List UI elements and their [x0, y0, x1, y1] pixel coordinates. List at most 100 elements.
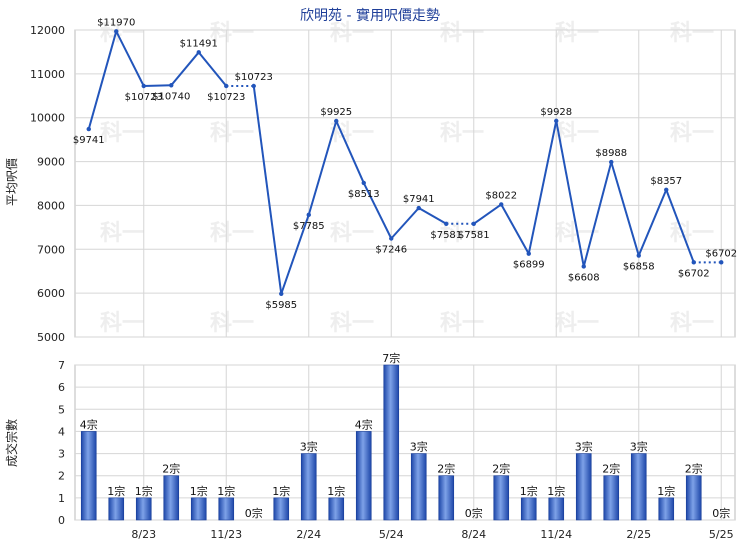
line-data-label: $10723 — [235, 72, 273, 83]
bar-data-label: 2宗 — [685, 462, 703, 476]
bar — [575, 453, 592, 521]
watermark: 科一 — [210, 311, 254, 336]
line-ytick-label: 7000 — [37, 243, 65, 256]
line-data-label: $7581 — [430, 230, 462, 241]
bar-ytick-label: 0 — [58, 514, 65, 527]
bar-data-label: 1宗 — [657, 484, 675, 498]
bar — [410, 453, 427, 521]
line-point — [306, 212, 311, 218]
line-segment — [637, 189, 668, 256]
line-segment — [473, 203, 502, 225]
bar — [630, 453, 647, 521]
line-segment — [527, 120, 558, 254]
bar — [438, 475, 455, 521]
watermark: 科一 — [330, 221, 374, 246]
label-layer: 4宗 1宗 1宗 2宗 1宗 1宗 0宗 1宗 3宗 1宗 4宗 7宗 3宗 2宗 0宗 2宗 1宗 1宗 3宗 2宗… — [73, 17, 737, 520]
line-ytick-label: 9000 — [37, 156, 65, 169]
line-data-label: $7785 — [293, 221, 325, 232]
line-segment — [252, 85, 283, 294]
bar-ytick-label: 4 — [58, 425, 65, 438]
bar-data-label: 4宗 — [80, 417, 98, 431]
watermark: 科一 — [555, 21, 599, 46]
line-data-label: $10740 — [152, 91, 190, 102]
watermark: 科一 — [210, 21, 254, 46]
bar-data-label: 3宗 — [575, 440, 593, 454]
line-point — [196, 50, 201, 55]
line-segment — [307, 120, 338, 216]
line-data-label: $7246 — [375, 244, 407, 255]
line-segment — [418, 207, 447, 225]
bar-data-label: 1宗 — [217, 484, 235, 498]
line-segment — [197, 51, 228, 87]
line-point — [416, 205, 421, 211]
bar — [603, 475, 620, 521]
bar-chart-ylabel: 成交宗數 — [4, 419, 19, 467]
line-segment — [115, 30, 145, 87]
line-point — [361, 180, 366, 186]
bar-ytick-label: 1 — [58, 492, 65, 505]
watermark: 科一 — [555, 311, 599, 336]
line-data-label: $8988 — [595, 148, 627, 159]
xtick-label: 11/24 — [540, 528, 572, 541]
line-point — [444, 221, 449, 227]
bar — [108, 497, 125, 521]
bar — [273, 497, 290, 521]
line-point — [609, 159, 614, 165]
xtick-label: 11/23 — [210, 528, 242, 541]
line-ytick-label: 5000 — [37, 331, 65, 344]
xtick-label: 2/25 — [626, 528, 651, 541]
bar-layer — [80, 364, 702, 521]
bar-data-label: 1宗 — [107, 484, 125, 498]
line-point — [86, 126, 91, 132]
line-data-label: $9928 — [540, 107, 572, 118]
bar-data-label: 1宗 — [520, 484, 538, 498]
line-data-label: $8513 — [348, 189, 380, 200]
bar-ytick-label: 2 — [58, 470, 65, 483]
line-chart-ylabel: 平均呎價 — [5, 158, 19, 206]
bar — [135, 497, 152, 521]
line-segment — [143, 84, 172, 88]
line-point — [334, 118, 339, 124]
bar-data-label: 1宗 — [547, 484, 565, 498]
line-data-label: $10723 — [125, 92, 163, 103]
watermark: 科一 — [210, 121, 254, 146]
bar-data-label: 0宗 — [465, 506, 483, 520]
bar — [163, 475, 180, 521]
line-point — [499, 202, 504, 207]
watermark: 科一 — [670, 311, 714, 336]
watermark: 科一 — [100, 311, 144, 336]
watermark: 科一 — [100, 121, 144, 146]
bar-data-label: 2宗 — [602, 462, 620, 476]
bar-ytick-label: 7 — [58, 359, 65, 372]
line-data-label: $7581 — [458, 230, 490, 241]
bar — [80, 431, 97, 521]
line-point — [664, 187, 669, 192]
xtick-label: 5/24 — [379, 528, 404, 541]
line-data-label: $6899 — [513, 260, 545, 271]
line-point — [554, 118, 559, 124]
line-data-label: $9741 — [73, 135, 105, 146]
line-segment — [390, 207, 420, 240]
bar-data-label: 3宗 — [630, 440, 648, 454]
line-data-label: $11970 — [97, 17, 135, 28]
line-point — [279, 291, 284, 297]
line-segment — [280, 214, 310, 295]
line-ytick-label: 11000 — [30, 68, 65, 81]
line-point — [581, 264, 586, 269]
bar-data-label: 2宗 — [162, 462, 180, 476]
line-point — [251, 83, 256, 89]
bar-data-label: 0宗 — [245, 506, 263, 520]
watermark: 科一 — [100, 221, 144, 246]
bar-data-label: 0宗 — [712, 506, 730, 520]
line-point — [169, 83, 174, 88]
bar — [300, 453, 317, 521]
bar-ytick-label: 3 — [58, 448, 65, 461]
line-ytick-label: 6000 — [37, 287, 65, 300]
bar — [685, 475, 702, 521]
bar — [383, 364, 400, 521]
bar — [328, 497, 345, 521]
watermark: 科一 — [330, 121, 374, 146]
